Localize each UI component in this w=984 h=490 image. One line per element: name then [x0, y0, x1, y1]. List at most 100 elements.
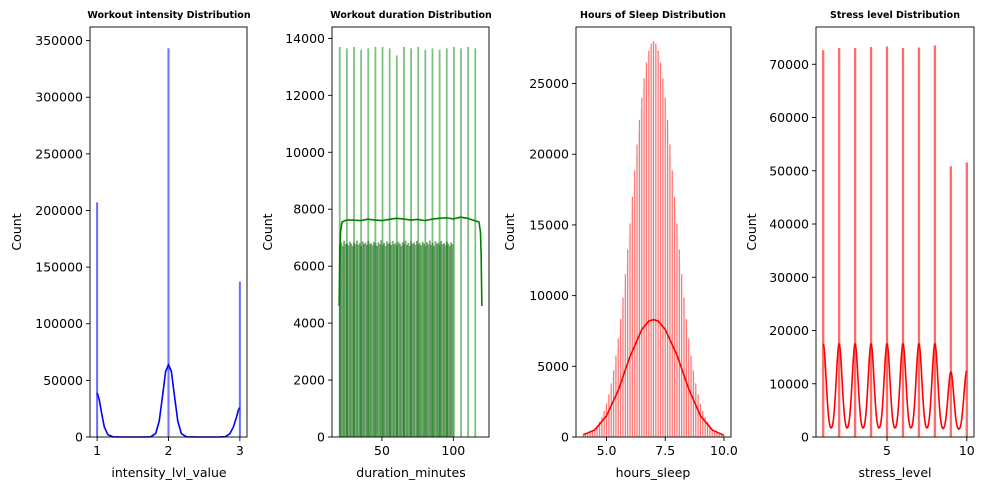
histogram-ghost-bar: [611, 377, 613, 437]
histogram-ghost-bar: [684, 308, 686, 437]
histogram-bar: [377, 242, 380, 438]
histogram-bar: [636, 144, 638, 437]
y-tick-label: 0: [75, 430, 83, 445]
x-tick-label: 10: [959, 443, 975, 458]
histogram-bar: [648, 50, 650, 437]
histogram-ghost-bar: [661, 69, 663, 437]
histogram-ghost-bar: [717, 433, 719, 437]
histogram-bar: [821, 50, 825, 438]
plot-frame: [815, 26, 975, 438]
x-tick-label: 1: [93, 443, 101, 458]
histogram-bar: [350, 243, 353, 438]
histogram-bar: [713, 430, 716, 437]
histogram-spike: [388, 48, 391, 437]
histogram-bar: [662, 78, 664, 438]
histogram-ghost-bar: [602, 414, 604, 437]
histogram-ghost-bar: [651, 41, 653, 437]
histogram-bar: [447, 243, 450, 438]
histogram-spike: [460, 48, 462, 437]
histogram-bar: [406, 244, 408, 438]
y-tick-label: 350000: [35, 33, 83, 48]
chart-title: Stress level Distribution: [830, 10, 960, 21]
histogram-bar: [885, 46, 889, 438]
histogram-bar: [681, 274, 683, 437]
histogram-bar: [622, 297, 624, 437]
histogram-bar: [901, 48, 905, 438]
plot-marks: [582, 41, 725, 438]
histogram-bar: [657, 50, 659, 437]
histogram-bar: [397, 241, 400, 438]
y-tick-label: 2000: [293, 373, 325, 388]
y-axis-label: Count: [9, 213, 24, 250]
histogram-bar: [347, 245, 350, 438]
x-axis-label: stress_level: [859, 465, 932, 480]
histogram-ghost-bar: [630, 210, 632, 437]
histogram-bar: [427, 244, 430, 438]
histogram-spike: [353, 46, 355, 438]
histogram-ghost-bar: [708, 423, 710, 437]
histogram-bar: [685, 318, 687, 437]
histogram-bar: [400, 246, 403, 438]
histogram-bar: [371, 245, 374, 438]
histogram-bar: [624, 274, 626, 437]
y-tick-label: 4000: [293, 316, 325, 331]
histogram-bar: [612, 370, 615, 437]
kde-line: [96, 363, 241, 438]
histogram-spike: [381, 46, 384, 438]
y-tick-label: 0: [801, 430, 809, 445]
histogram-ghost-bar: [694, 377, 696, 437]
chart-title: Workout duration Distribution: [330, 10, 492, 21]
y-tick-label: 8000: [293, 202, 325, 217]
histogram-ghost-bar: [639, 108, 642, 437]
histogram-ghost-bar: [607, 399, 609, 437]
chart-title: Hours of Sleep Distribution: [580, 10, 726, 21]
kde-line: [338, 216, 483, 307]
histogram-ghost-bar: [618, 328, 621, 437]
histogram-bar: [598, 421, 601, 437]
y-tick-label: 14000: [285, 31, 325, 46]
histogram-bar: [404, 240, 407, 438]
histogram-bar: [361, 241, 364, 438]
histogram-bar: [384, 246, 387, 438]
histogram-ghost-bar: [597, 423, 599, 437]
histogram-ghost-bar: [654, 41, 656, 437]
histogram-bar: [702, 410, 704, 437]
plot-marks: [338, 46, 483, 438]
histogram-bar: [721, 434, 723, 437]
y-tick-label: 100000: [35, 316, 83, 331]
y-tick-label: 50000: [43, 373, 83, 388]
chart-title: Workout intensity Distribution: [87, 10, 250, 21]
histogram-bar: [723, 435, 725, 437]
y-tick-label: 12000: [285, 88, 325, 103]
histogram-bar: [96, 202, 99, 438]
histogram-bar: [666, 120, 669, 438]
histogram-bar: [413, 242, 415, 438]
x-tick-label: 5.0: [597, 443, 617, 458]
histogram-bar: [617, 338, 619, 437]
y-tick-label: 25000: [529, 76, 569, 91]
histogram-spike: [474, 48, 477, 437]
histogram-ghost-bar: [647, 56, 649, 438]
histogram-bar: [674, 196, 676, 437]
histogram-ghost-bar: [710, 427, 712, 437]
histogram-bar: [965, 162, 969, 438]
histogram-bar: [706, 421, 709, 437]
histogram-bar: [340, 242, 343, 438]
y-tick-label: 70000: [769, 57, 809, 72]
histogram-bar: [370, 243, 373, 438]
histogram-bar: [671, 170, 673, 437]
histogram-ghost-bar: [672, 183, 675, 437]
histogram-bar: [584, 434, 586, 437]
x-tick-label: 10.0: [710, 443, 738, 458]
histogram-bar: [933, 45, 937, 438]
histogram-bar: [589, 432, 591, 437]
y-tick-label: 50000: [769, 163, 809, 178]
histogram-ghost-bar: [722, 435, 724, 437]
histogram-bar: [692, 370, 695, 437]
y-tick-label: 200000: [35, 203, 83, 218]
histogram-bar: [390, 244, 393, 438]
histogram-ghost-bar: [712, 429, 714, 437]
x-tick-label: 50: [374, 443, 390, 458]
histogram-bar: [638, 120, 641, 438]
